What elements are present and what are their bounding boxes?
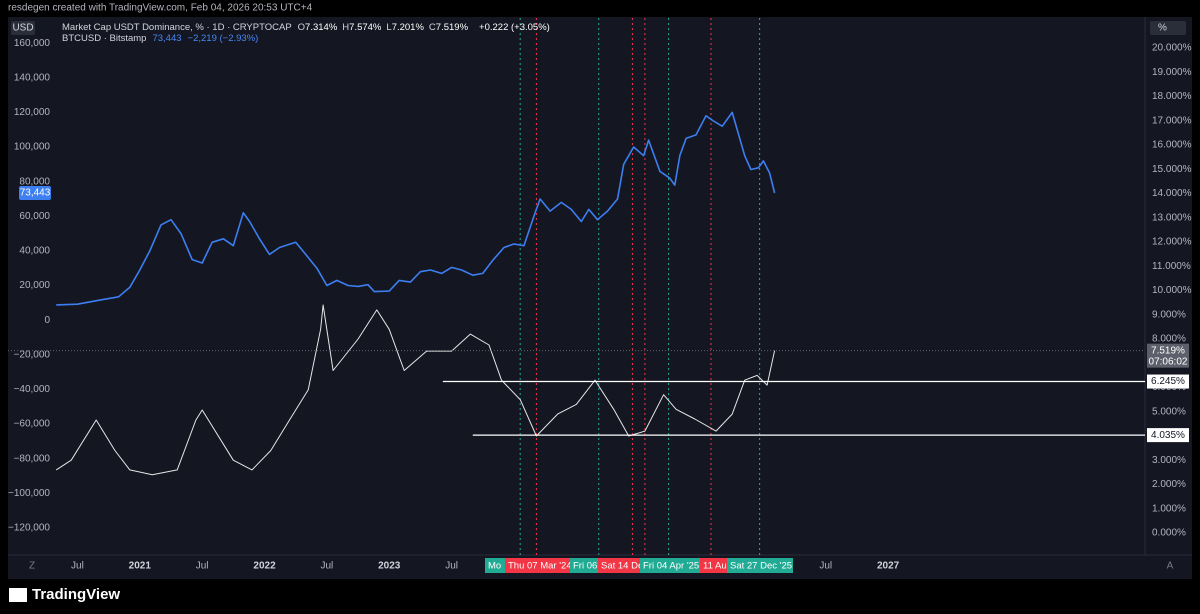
left-unit: USD	[12, 23, 33, 34]
y-tick-label: 120,000	[14, 107, 51, 118]
date-badge	[570, 558, 598, 573]
y-tick-label: −100,000	[8, 488, 50, 499]
legend-row: Market Cap USDT Dominance, % · 1D · CRYP…	[62, 22, 550, 33]
y-tick-label: −80,000	[14, 453, 51, 464]
stat-key: L	[386, 22, 392, 33]
y-tick-label: −120,000	[8, 523, 50, 534]
x-tick-label: Jul	[445, 561, 458, 572]
y-tick-label: −60,000	[14, 419, 51, 430]
legend-change: +0.222 (+3.05%)	[479, 22, 550, 33]
date-badge-label: Sat 14 De	[601, 561, 643, 572]
y2-tick-label: 19.000%	[1152, 67, 1192, 78]
y-tick-label: 140,000	[14, 72, 51, 83]
legend-stats: O7.314% H7.574% L7.201% C7.519%	[298, 22, 473, 33]
y2-tick-label: 17.000%	[1152, 115, 1192, 126]
legend-change: −2,219 (−2.93%)	[187, 33, 259, 44]
scale-button[interactable]: A	[1167, 561, 1174, 572]
last-price-label: 73,443	[20, 188, 51, 199]
date-badge-label: Thu 07 Mar '24	[508, 561, 572, 572]
x-tick-label: Jul	[71, 561, 84, 572]
y-tick-label: 100,000	[14, 142, 51, 153]
y2-tick-label: 2.000%	[1152, 479, 1186, 490]
y-tick-label: −40,000	[14, 384, 51, 395]
last-price-label: 7.519%	[1151, 345, 1185, 356]
y2-tick-label: 9.000%	[1152, 309, 1186, 320]
stat-key: C	[428, 22, 436, 33]
scale-button[interactable]: Z	[29, 561, 35, 572]
level-label: 4.035%	[1151, 430, 1185, 441]
y-tick-label: 60,000	[19, 211, 50, 222]
date-badge-label: Fri 04 Apr '25	[643, 561, 699, 572]
date-badge-label: 11 Aug	[703, 561, 732, 572]
date-badge	[640, 558, 700, 573]
date-badge-label: Mo	[488, 561, 501, 572]
y-tick-label: 80,000	[19, 176, 50, 187]
chart-panel	[8, 17, 1192, 579]
last-price-box	[19, 186, 51, 201]
series-line	[56, 111, 776, 306]
right-unit: %	[1158, 23, 1167, 34]
date-badge	[505, 558, 570, 573]
y2-tick-label: 3.000%	[1152, 455, 1186, 466]
y2-tick-label: 13.000%	[1152, 212, 1192, 223]
y2-tick-label: 10.000%	[1152, 285, 1192, 296]
y-tick-label: 40,000	[19, 246, 50, 257]
level-label: 6.245%	[1151, 376, 1185, 387]
countdown: 07:06:02	[1149, 356, 1188, 367]
x-tick-label: 2027	[877, 561, 900, 572]
x-tick-label: Jul	[196, 561, 209, 572]
x-tick-label: Jul	[320, 561, 333, 572]
y2-tick-label: 20.000%	[1152, 43, 1192, 54]
y2-tick-label: 8.000%	[1152, 334, 1186, 345]
left-unit-box	[11, 21, 35, 35]
y2-tick-label: 11.000%	[1152, 261, 1191, 272]
date-badge	[727, 558, 793, 573]
y-tick-label: 0	[44, 315, 50, 326]
stat-value: 7.574%	[349, 22, 382, 33]
x-tick-label: 2022	[253, 561, 276, 572]
y2-tick-label: 18.000%	[1152, 91, 1192, 102]
date-badge	[598, 558, 640, 573]
date-badge	[700, 558, 727, 573]
y2-tick-label: 0.000%	[1152, 528, 1186, 539]
series-line	[55, 304, 776, 476]
legend-last: 73,443	[152, 33, 182, 44]
level-label-box	[1147, 428, 1189, 443]
legend-name: BTCUSD · Bitstamp	[62, 33, 147, 44]
y2-tick-label: 12.000%	[1152, 237, 1192, 248]
y2-tick-label: 15.000%	[1152, 164, 1192, 175]
y2-tick-label: 1.000%	[1152, 503, 1186, 514]
y-tick-label: 160,000	[14, 38, 51, 49]
x-tick-label: Jul	[819, 561, 832, 572]
y2-tick-label: 16.000%	[1152, 140, 1192, 151]
stat-value: 7.201%	[391, 22, 424, 33]
date-badge-label: Sat 27 Dec '25	[730, 561, 792, 572]
y2-tick-label: 5.000%	[1152, 406, 1186, 417]
right-unit-box	[1150, 21, 1186, 35]
brand: TradingView	[32, 586, 120, 603]
stat-value: 7.314%	[305, 22, 338, 33]
y-tick-label: −20,000	[14, 349, 51, 360]
stat-key: O	[297, 22, 306, 33]
brand-logo	[9, 588, 27, 602]
date-badge-label: Fri 06 S	[573, 561, 606, 572]
x-tick-label: 2021	[129, 561, 152, 572]
credit: resdegen created with TradingView.com, F…	[8, 3, 313, 14]
level-label-box	[1147, 374, 1189, 389]
last-price-box	[1147, 343, 1189, 368]
date-badge	[485, 558, 505, 573]
stat-value: 7.519%	[435, 22, 469, 33]
x-tick-label: 2023	[378, 561, 401, 572]
y-tick-label: 20,000	[19, 280, 50, 291]
stat-key: H	[342, 22, 350, 33]
legend-row: BTCUSD · Bitstamp 73,443 −2,219 (−2.93%)	[62, 33, 258, 44]
legend-name: Market Cap USDT Dominance, % · 1D · CRYP…	[62, 22, 292, 33]
y2-tick-label: 14.000%	[1152, 188, 1192, 199]
